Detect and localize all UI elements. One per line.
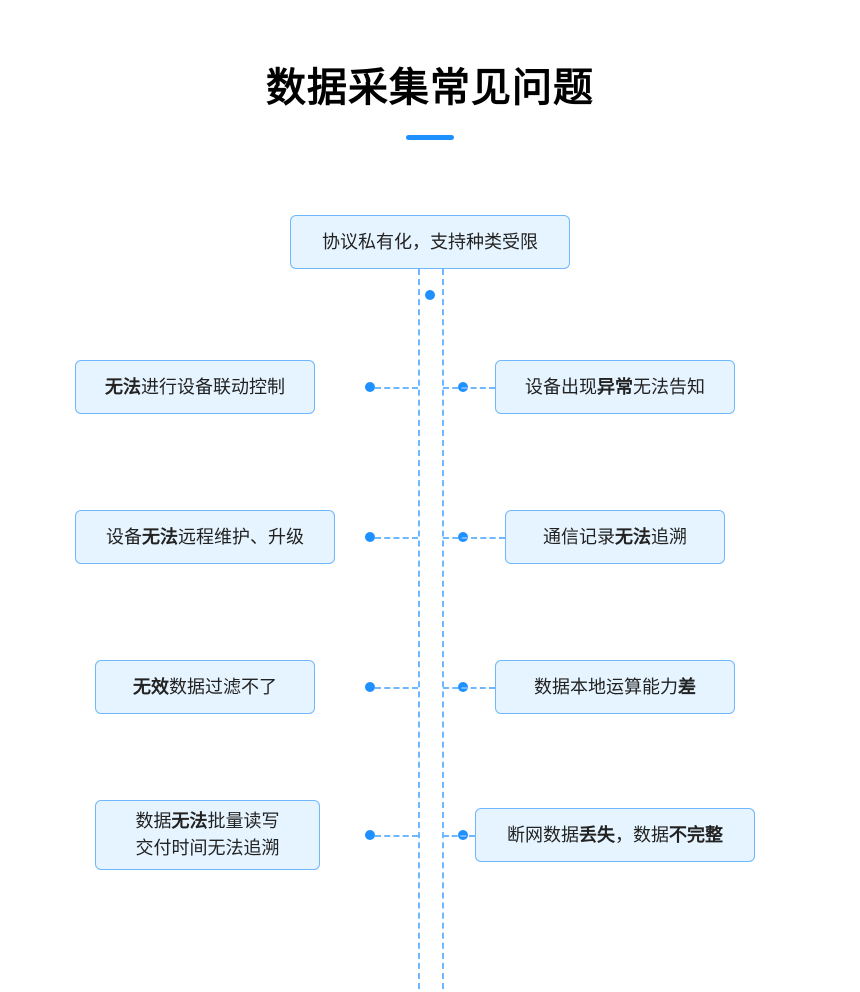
dot-l4 xyxy=(365,830,375,840)
center-line-right xyxy=(442,269,444,989)
node-top: 协议私有化，支持种类受限 xyxy=(290,215,570,269)
node-left-1: 无法进行设备联动控制 xyxy=(75,360,315,414)
node-right-4: 断网数据丢失，数据不完整 xyxy=(475,808,755,862)
hline-l1 xyxy=(375,387,418,389)
dot-l2 xyxy=(365,532,375,542)
center-line-left xyxy=(418,269,420,989)
node-right-3: 数据本地运算能力差 xyxy=(495,660,735,714)
node-left-2: 设备无法远程维护、升级 xyxy=(75,510,335,564)
hline-r1 xyxy=(443,387,495,389)
diagram-canvas: 协议私有化，支持种类受限 无法进行设备联动控制 设备出现异常无法告知 设备无法远… xyxy=(0,190,860,970)
dot-l1 xyxy=(365,382,375,392)
hline-l2 xyxy=(375,537,418,539)
node-right-1: 设备出现异常无法告知 xyxy=(495,360,735,414)
title-underline xyxy=(406,135,454,140)
node-right-2: 通信记录无法追溯 xyxy=(505,510,725,564)
hline-r2 xyxy=(443,537,505,539)
hline-r4 xyxy=(443,835,475,837)
page-title: 数据采集常见问题 xyxy=(0,0,860,113)
dot-top xyxy=(425,290,435,300)
hline-r3 xyxy=(443,687,495,689)
dot-l3 xyxy=(365,682,375,692)
node-left-3: 无效数据过滤不了 xyxy=(95,660,315,714)
hline-l3 xyxy=(375,687,418,689)
hline-l4 xyxy=(375,835,418,837)
node-left-4: 数据无法批量读写交付时间无法追溯 xyxy=(95,800,320,870)
